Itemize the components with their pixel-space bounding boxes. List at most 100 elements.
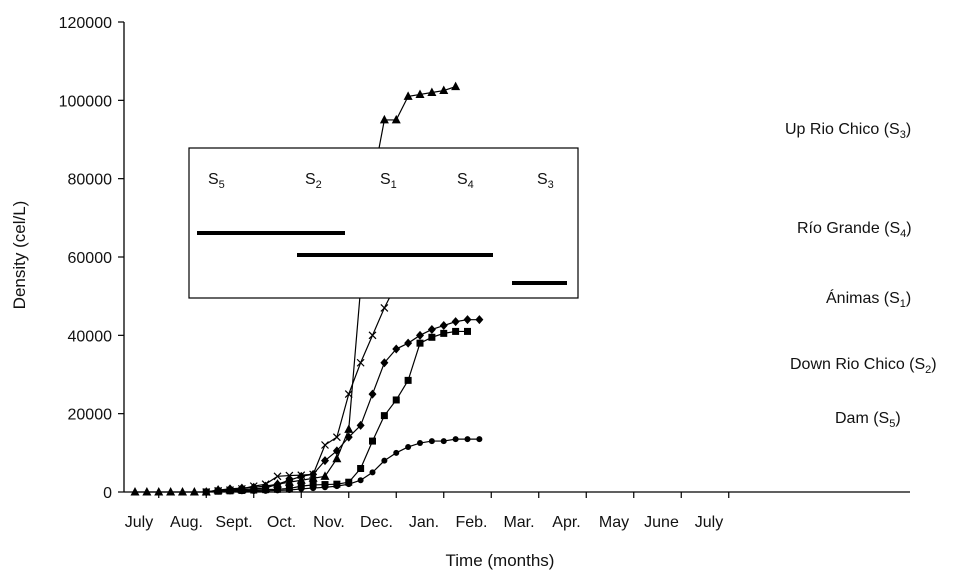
series-line bbox=[206, 438, 480, 493]
data-point bbox=[475, 315, 484, 325]
data-point bbox=[320, 471, 330, 480]
data-point bbox=[428, 333, 436, 341]
data-point bbox=[345, 481, 352, 488]
data-point bbox=[285, 475, 294, 485]
data-point bbox=[440, 329, 448, 337]
series-4 bbox=[202, 327, 471, 496]
y-tick-label: 100000 bbox=[59, 93, 112, 110]
data-point bbox=[238, 488, 245, 495]
data-point bbox=[393, 449, 400, 456]
x-tick-label: May bbox=[599, 514, 629, 531]
data-point bbox=[356, 420, 365, 430]
data-point bbox=[416, 330, 424, 340]
data-point bbox=[428, 438, 435, 445]
series-label: Up Rio Chico (S3) bbox=[785, 121, 911, 141]
inset-site-label: S5 bbox=[208, 171, 225, 191]
x-tick-label: Sept. bbox=[215, 514, 252, 531]
data-point bbox=[451, 81, 461, 91]
series-label: Ánimas (S1) bbox=[826, 288, 911, 310]
data-point bbox=[381, 457, 388, 464]
data-point bbox=[379, 114, 389, 124]
x-tick-label: Feb. bbox=[455, 514, 487, 531]
data-point bbox=[368, 389, 377, 399]
data-point bbox=[417, 440, 423, 447]
data-point bbox=[451, 317, 460, 327]
x-tick-label: Nov. bbox=[313, 514, 345, 531]
x-tick-label: Aug. bbox=[170, 514, 203, 531]
x-tick-label: Jan. bbox=[409, 514, 439, 531]
data-point bbox=[463, 315, 472, 325]
inset-frame bbox=[188, 147, 579, 299]
series-label: Río Grande (S4) bbox=[797, 220, 912, 240]
data-point bbox=[416, 339, 424, 347]
data-point bbox=[344, 424, 354, 433]
x-tick-label: Oct. bbox=[267, 514, 296, 531]
inset-site-label: S3 bbox=[537, 171, 554, 191]
data-point bbox=[427, 87, 437, 96]
data-point bbox=[262, 487, 269, 494]
data-point bbox=[415, 89, 425, 98]
data-point bbox=[439, 85, 449, 95]
data-point bbox=[405, 443, 412, 450]
data-point bbox=[189, 487, 199, 496]
data-point bbox=[130, 487, 140, 496]
data-point bbox=[404, 338, 413, 348]
series-3 bbox=[202, 315, 484, 497]
data-point bbox=[309, 469, 318, 479]
data-point bbox=[297, 471, 306, 481]
series-line bbox=[206, 330, 468, 493]
inset-site-label: S2 bbox=[305, 171, 322, 191]
x-tick-label: Mar. bbox=[503, 514, 534, 531]
data-point bbox=[464, 327, 471, 335]
data-point bbox=[274, 487, 281, 494]
data-point bbox=[392, 396, 400, 404]
data-point bbox=[250, 488, 257, 495]
data-point bbox=[309, 481, 317, 489]
data-point bbox=[142, 487, 152, 496]
data-point bbox=[391, 114, 401, 124]
data-point bbox=[403, 91, 413, 100]
inset-site-label: S4 bbox=[457, 171, 474, 191]
y-tick-label: 20000 bbox=[68, 407, 113, 424]
data-point bbox=[427, 324, 436, 334]
data-point bbox=[333, 483, 340, 490]
data-point bbox=[286, 487, 293, 494]
data-point bbox=[439, 321, 448, 331]
data-point bbox=[392, 344, 401, 354]
y-tick-label: 60000 bbox=[68, 250, 113, 267]
data-point bbox=[154, 487, 164, 496]
data-point bbox=[369, 469, 376, 476]
y-tick-label: 40000 bbox=[68, 328, 113, 345]
data-point bbox=[321, 441, 329, 449]
data-point bbox=[285, 471, 294, 480]
data-point bbox=[166, 487, 176, 496]
x-axis-title: Time (months) bbox=[446, 551, 555, 570]
x-tick-label: June bbox=[644, 514, 679, 531]
data-point bbox=[357, 477, 364, 484]
data-point bbox=[332, 453, 342, 463]
data-point bbox=[404, 376, 412, 384]
x-tick-label: Dec. bbox=[360, 514, 393, 531]
series-labels: Up Rio Chico (S3) Río Grande (S4) Ánimas (… bbox=[785, 121, 937, 430]
x-tick-label: July bbox=[695, 514, 723, 531]
data-point bbox=[380, 412, 388, 420]
y-tick-label: 0 bbox=[103, 485, 112, 502]
inset-box: S5 S2 S1 S4 S3 bbox=[188, 147, 579, 299]
data-point bbox=[380, 358, 389, 368]
series-line bbox=[206, 319, 480, 493]
y-tick-label: 80000 bbox=[68, 172, 113, 189]
series-line bbox=[135, 86, 456, 493]
data-point bbox=[215, 488, 222, 495]
x-tick-label: Apr. bbox=[552, 514, 580, 531]
inset-site-label: S1 bbox=[380, 171, 397, 191]
data-point bbox=[452, 436, 459, 443]
data-point bbox=[298, 485, 305, 492]
y-tick-label: 120000 bbox=[59, 15, 112, 32]
data-point bbox=[380, 303, 389, 312]
series-label: Dam (S5) bbox=[835, 410, 901, 430]
data-point bbox=[369, 437, 376, 445]
data-point bbox=[344, 390, 353, 399]
data-point bbox=[440, 438, 447, 445]
data-point bbox=[321, 456, 329, 466]
